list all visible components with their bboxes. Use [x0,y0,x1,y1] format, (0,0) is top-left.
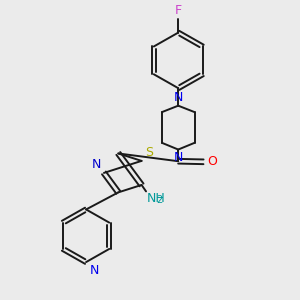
Text: 2: 2 [156,195,163,205]
Text: N: N [173,151,183,164]
Text: S: S [145,146,153,159]
Text: N: N [92,158,101,171]
Text: N: N [90,263,99,277]
Text: NH: NH [147,192,166,205]
Text: F: F [175,4,182,16]
Text: N: N [173,91,183,104]
Text: O: O [207,155,217,168]
